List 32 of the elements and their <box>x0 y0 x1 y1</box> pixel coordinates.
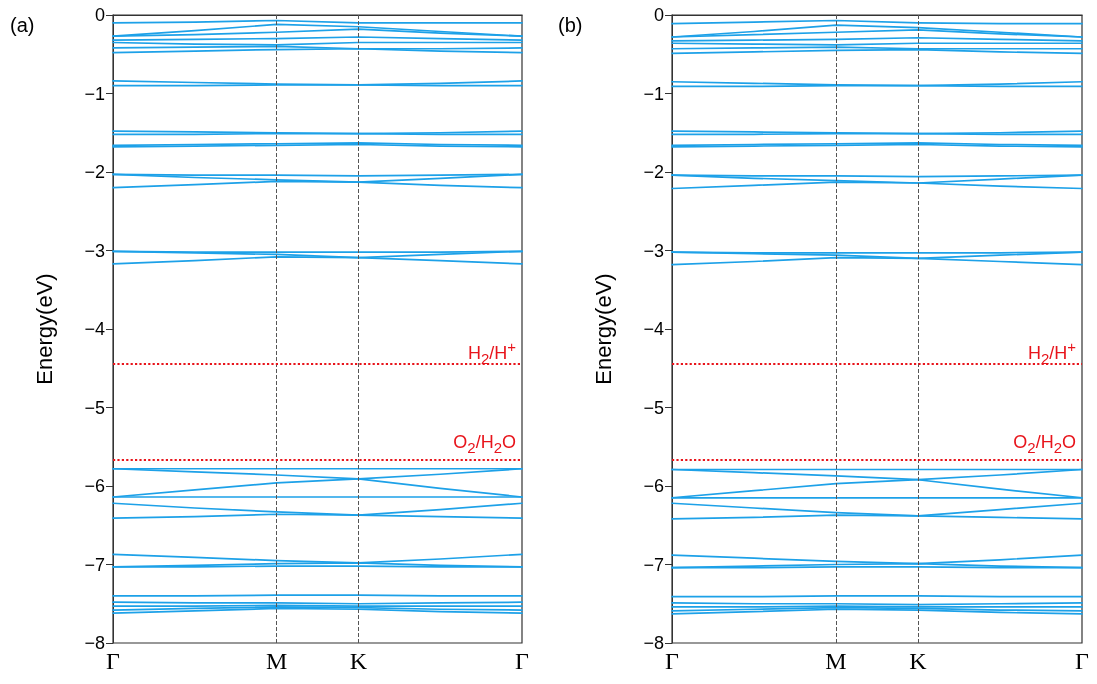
y-tick-label: −1 <box>84 83 105 104</box>
y-tick-label: −4 <box>84 319 105 339</box>
y-tick-label: −3 <box>643 240 664 261</box>
y-axis-title: Energy(eV) <box>590 273 616 385</box>
y-axis-title: Energy(eV) <box>31 273 57 385</box>
x-tick-label: Γ <box>106 648 121 674</box>
y-tick-label: −2 <box>84 162 105 182</box>
x-tick-label: M <box>825 648 847 674</box>
ref-line-label: O$_{2}$/H$_{2}$O <box>453 432 516 458</box>
chart-title: (b) <box>558 14 583 36</box>
x-tick-label: Γ <box>1075 648 1090 674</box>
y-tick-label: −4 <box>643 319 664 339</box>
y-tick-label: −3 <box>84 240 105 261</box>
y-tick-label: −6 <box>643 476 664 496</box>
y-tick-label: −8 <box>84 633 105 653</box>
x-tick-label: K <box>349 648 368 674</box>
y-tick-label: −8 <box>643 633 664 653</box>
x-tick-label: Γ <box>515 648 530 674</box>
ref-line-label: O$_{2}$/H$_{2}$O <box>1013 432 1076 458</box>
chart-title: (a) <box>10 14 35 36</box>
y-tick-label: 0 <box>94 5 105 25</box>
y-tick-label: −5 <box>643 397 664 418</box>
x-tick-label: Γ <box>665 648 680 674</box>
y-tick-label: −1 <box>643 83 664 104</box>
x-tick-label: M <box>265 648 288 674</box>
y-tick-label: −7 <box>84 554 105 575</box>
x-tick-label: K <box>909 648 928 674</box>
y-tick-label: 0 <box>653 5 664 25</box>
y-tick-label: −6 <box>84 476 105 496</box>
y-tick-label: −5 <box>84 397 105 418</box>
y-tick-label: −7 <box>643 554 664 575</box>
y-tick-label: −2 <box>643 162 664 182</box>
